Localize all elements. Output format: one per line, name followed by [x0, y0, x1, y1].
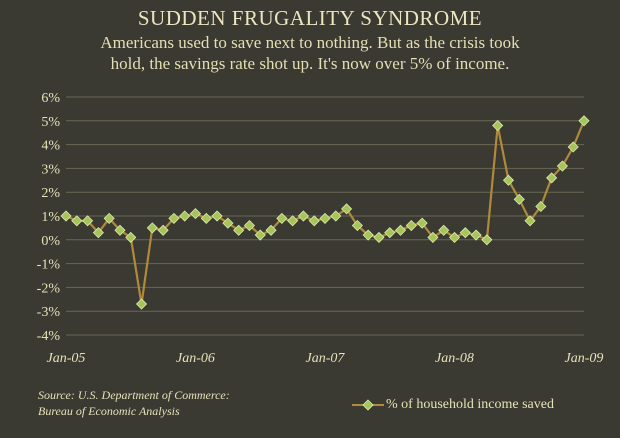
data-point: [254, 229, 266, 241]
y-tick-label: 2%: [41, 186, 60, 201]
data-point: [200, 212, 212, 224]
data-point: [405, 219, 417, 232]
data-point: [233, 224, 245, 236]
data-point: [351, 219, 363, 232]
x-tick-label: Jan-06: [176, 351, 215, 366]
chart-title: SUDDEN FRUGALITY SYNDROME: [137, 6, 483, 30]
data-point: [341, 203, 353, 215]
legend-marker: [362, 399, 374, 411]
data-point: [222, 217, 234, 229]
data-point: [168, 212, 180, 224]
data-point: [265, 224, 277, 236]
data-point: [243, 219, 256, 232]
data-point: [416, 217, 428, 229]
data-point: [308, 215, 320, 227]
y-tick-label: 1%: [41, 210, 60, 225]
data-point: [578, 115, 590, 127]
data-point: [319, 212, 331, 224]
data-point: [71, 215, 83, 227]
data-point: [60, 210, 72, 222]
data-point: [189, 208, 202, 220]
data-point: [330, 210, 342, 222]
data-point: [373, 231, 385, 243]
data-point: [481, 234, 493, 246]
series-line: [65, 120, 586, 306]
data-point: [438, 224, 450, 236]
data-point: [492, 119, 504, 132]
y-tick-label: 0%: [41, 234, 60, 249]
data-point: [362, 229, 374, 241]
y-tick-label: 3%: [41, 162, 60, 177]
legend-swatch: [352, 399, 384, 411]
source-line-1: Source: U.S. Department of Commerce:: [38, 388, 230, 402]
y-tick-label: 4%: [41, 139, 60, 154]
data-point: [82, 215, 94, 227]
x-tick-label: Jan-07: [306, 351, 346, 366]
subtitle-line-1: Americans used to save next to nothing. …: [100, 33, 520, 52]
y-tick-label: -3%: [37, 305, 61, 320]
data-point: [157, 224, 169, 236]
chart-legend: % of household income saved: [352, 397, 554, 413]
data-point: [427, 231, 439, 243]
data-point: [394, 224, 407, 236]
y-tick-label: 6%: [41, 91, 60, 106]
data-point: [384, 227, 396, 239]
x-tick-label: Jan-05: [47, 351, 86, 366]
data-point: [513, 193, 525, 205]
x-tick-label: Jan-09: [565, 351, 604, 366]
legend-label: % of household income saved: [386, 397, 554, 412]
data-point: [535, 200, 547, 213]
source-line-2: Bureau of Economic Analysis: [38, 404, 180, 418]
data-point: [448, 231, 461, 243]
data-point: [567, 141, 579, 153]
data-point: [287, 215, 299, 227]
data-point: [211, 210, 223, 222]
data-point: [135, 298, 148, 310]
chart-subtitle: Americans used to save next to nothing. …: [0, 32, 620, 74]
data-point: [524, 215, 536, 227]
data-point: [470, 229, 482, 241]
data-point: [276, 212, 288, 224]
y-tick-label: 5%: [41, 115, 60, 130]
data-point: [297, 210, 309, 222]
data-point: [556, 160, 568, 172]
data-point: [103, 212, 115, 224]
data-point: [179, 210, 191, 222]
data-point: [114, 224, 126, 236]
y-tick-label: -1%: [37, 258, 61, 273]
data-point: [146, 222, 158, 234]
data-point: [546, 172, 558, 184]
subtitle-line-2: hold, the savings rate shot up. It's now…: [110, 54, 510, 73]
data-point: [92, 227, 104, 239]
data-point: [459, 227, 471, 239]
source-note: Source: U.S. Department of Commerce: Bur…: [38, 387, 230, 419]
data-point: [502, 174, 515, 186]
x-tick-label: Jan-08: [435, 351, 474, 366]
y-tick-label: -2%: [37, 281, 61, 296]
y-tick-label: -4%: [37, 329, 61, 344]
data-point: [125, 231, 137, 243]
